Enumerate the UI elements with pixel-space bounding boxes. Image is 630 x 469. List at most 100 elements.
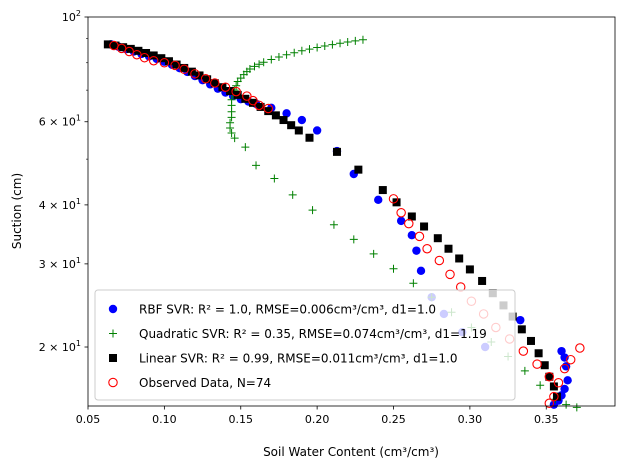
- data-marks: [103, 35, 585, 412]
- data-point: [351, 36, 360, 45]
- x-tick-label: 0.35: [534, 413, 559, 426]
- data-point: [270, 174, 279, 183]
- data-point: [389, 264, 398, 273]
- data-point: [170, 60, 180, 71]
- legend-label: Observed Data, N=74: [139, 376, 271, 390]
- data-point: [232, 81, 241, 90]
- data-point: [305, 45, 314, 54]
- data-point: [312, 126, 322, 135]
- data-point: [210, 78, 220, 88]
- data-point: [294, 126, 303, 135]
- data-point: [230, 134, 239, 143]
- data-point: [557, 346, 566, 356]
- data-point: [111, 41, 120, 50]
- data-point: [250, 62, 259, 71]
- data-point: [259, 58, 268, 67]
- data-point: [407, 212, 416, 221]
- legend-marker: [109, 329, 117, 338]
- x-axis-label: Soil Water Content (cm³/cm³): [263, 445, 439, 459]
- data-point: [233, 90, 242, 99]
- data-point: [332, 147, 341, 156]
- data-point: [226, 123, 235, 132]
- data-point: [149, 51, 158, 60]
- x-tick-label: 0.10: [152, 413, 177, 426]
- y-tick-base: 10: [62, 11, 76, 24]
- legend-marker: [109, 354, 117, 362]
- data-point: [517, 325, 526, 334]
- data-point: [465, 265, 474, 274]
- data-point: [195, 71, 204, 80]
- data-point: [444, 244, 453, 253]
- data-point: [540, 361, 549, 370]
- data-point: [200, 73, 211, 84]
- data-point: [271, 111, 280, 120]
- data-point: [179, 64, 189, 75]
- x-tick-label: 0.25: [381, 413, 406, 426]
- data-point: [264, 107, 273, 116]
- data-point: [414, 231, 425, 242]
- data-point: [534, 349, 543, 358]
- data-point: [374, 195, 383, 205]
- data-point: [572, 403, 581, 412]
- data-point: [210, 79, 219, 88]
- data-point: [320, 42, 329, 51]
- data-point: [545, 372, 554, 381]
- data-point: [220, 82, 231, 92]
- data-point: [563, 376, 572, 385]
- data-point: [297, 46, 306, 55]
- data-point: [248, 95, 258, 106]
- y-tick-base: 6 × 10: [39, 116, 76, 129]
- data-point: [254, 100, 264, 111]
- data-point: [575, 343, 585, 353]
- data-point: [267, 55, 276, 64]
- data-point: [422, 243, 432, 254]
- data-point: [305, 133, 314, 142]
- data-point: [218, 83, 227, 92]
- y-tick-exponent: 1: [76, 339, 81, 348]
- data-point: [560, 384, 569, 394]
- data-point: [518, 346, 529, 356]
- data-point: [562, 400, 571, 409]
- legend-label: RBF SVR: R² = 1.0, RMSE=0.006cm³/cm³, d1…: [139, 303, 436, 317]
- data-point: [354, 165, 363, 174]
- data-point: [396, 216, 406, 226]
- data-point: [369, 249, 378, 258]
- data-point: [409, 279, 418, 288]
- data-point: [412, 246, 421, 255]
- data-point: [159, 58, 170, 68]
- data-point: [559, 363, 570, 374]
- y-tick-exponent: 2: [76, 9, 81, 18]
- data-point: [407, 231, 417, 240]
- data-point: [172, 60, 181, 69]
- y-tick-exponent: 1: [76, 114, 81, 123]
- legend-label: Linear SVR: R² = 0.99, RMSE=0.011cm³/cm³…: [139, 352, 458, 366]
- data-point: [226, 87, 235, 96]
- plot-frame: [87, 16, 616, 407]
- data-point: [139, 52, 150, 63]
- y-axis-label: Suction (cm): [10, 173, 24, 249]
- y-tick-exponent: 1: [76, 197, 81, 206]
- data-point: [242, 91, 252, 101]
- data-point: [532, 359, 542, 369]
- data-point: [553, 378, 564, 388]
- data-point: [241, 94, 250, 103]
- data-point: [544, 371, 555, 382]
- x-tick-label: 0.05: [76, 413, 101, 426]
- data-point: [336, 39, 345, 48]
- data-point: [396, 207, 406, 218]
- data-point: [119, 43, 128, 52]
- data-point: [313, 43, 322, 52]
- data-point: [288, 190, 297, 199]
- data-point: [287, 121, 296, 130]
- data-point: [187, 67, 196, 76]
- data-point: [142, 48, 151, 57]
- data-point: [420, 222, 429, 231]
- data-point: [434, 255, 445, 266]
- data-point: [433, 234, 442, 243]
- series-3: [109, 40, 585, 409]
- y-tick-exponent: 1: [76, 256, 81, 265]
- data-point: [256, 102, 265, 111]
- y-tick-label: 2 × 101: [39, 339, 81, 354]
- data-point: [279, 116, 288, 125]
- data-point: [274, 52, 283, 61]
